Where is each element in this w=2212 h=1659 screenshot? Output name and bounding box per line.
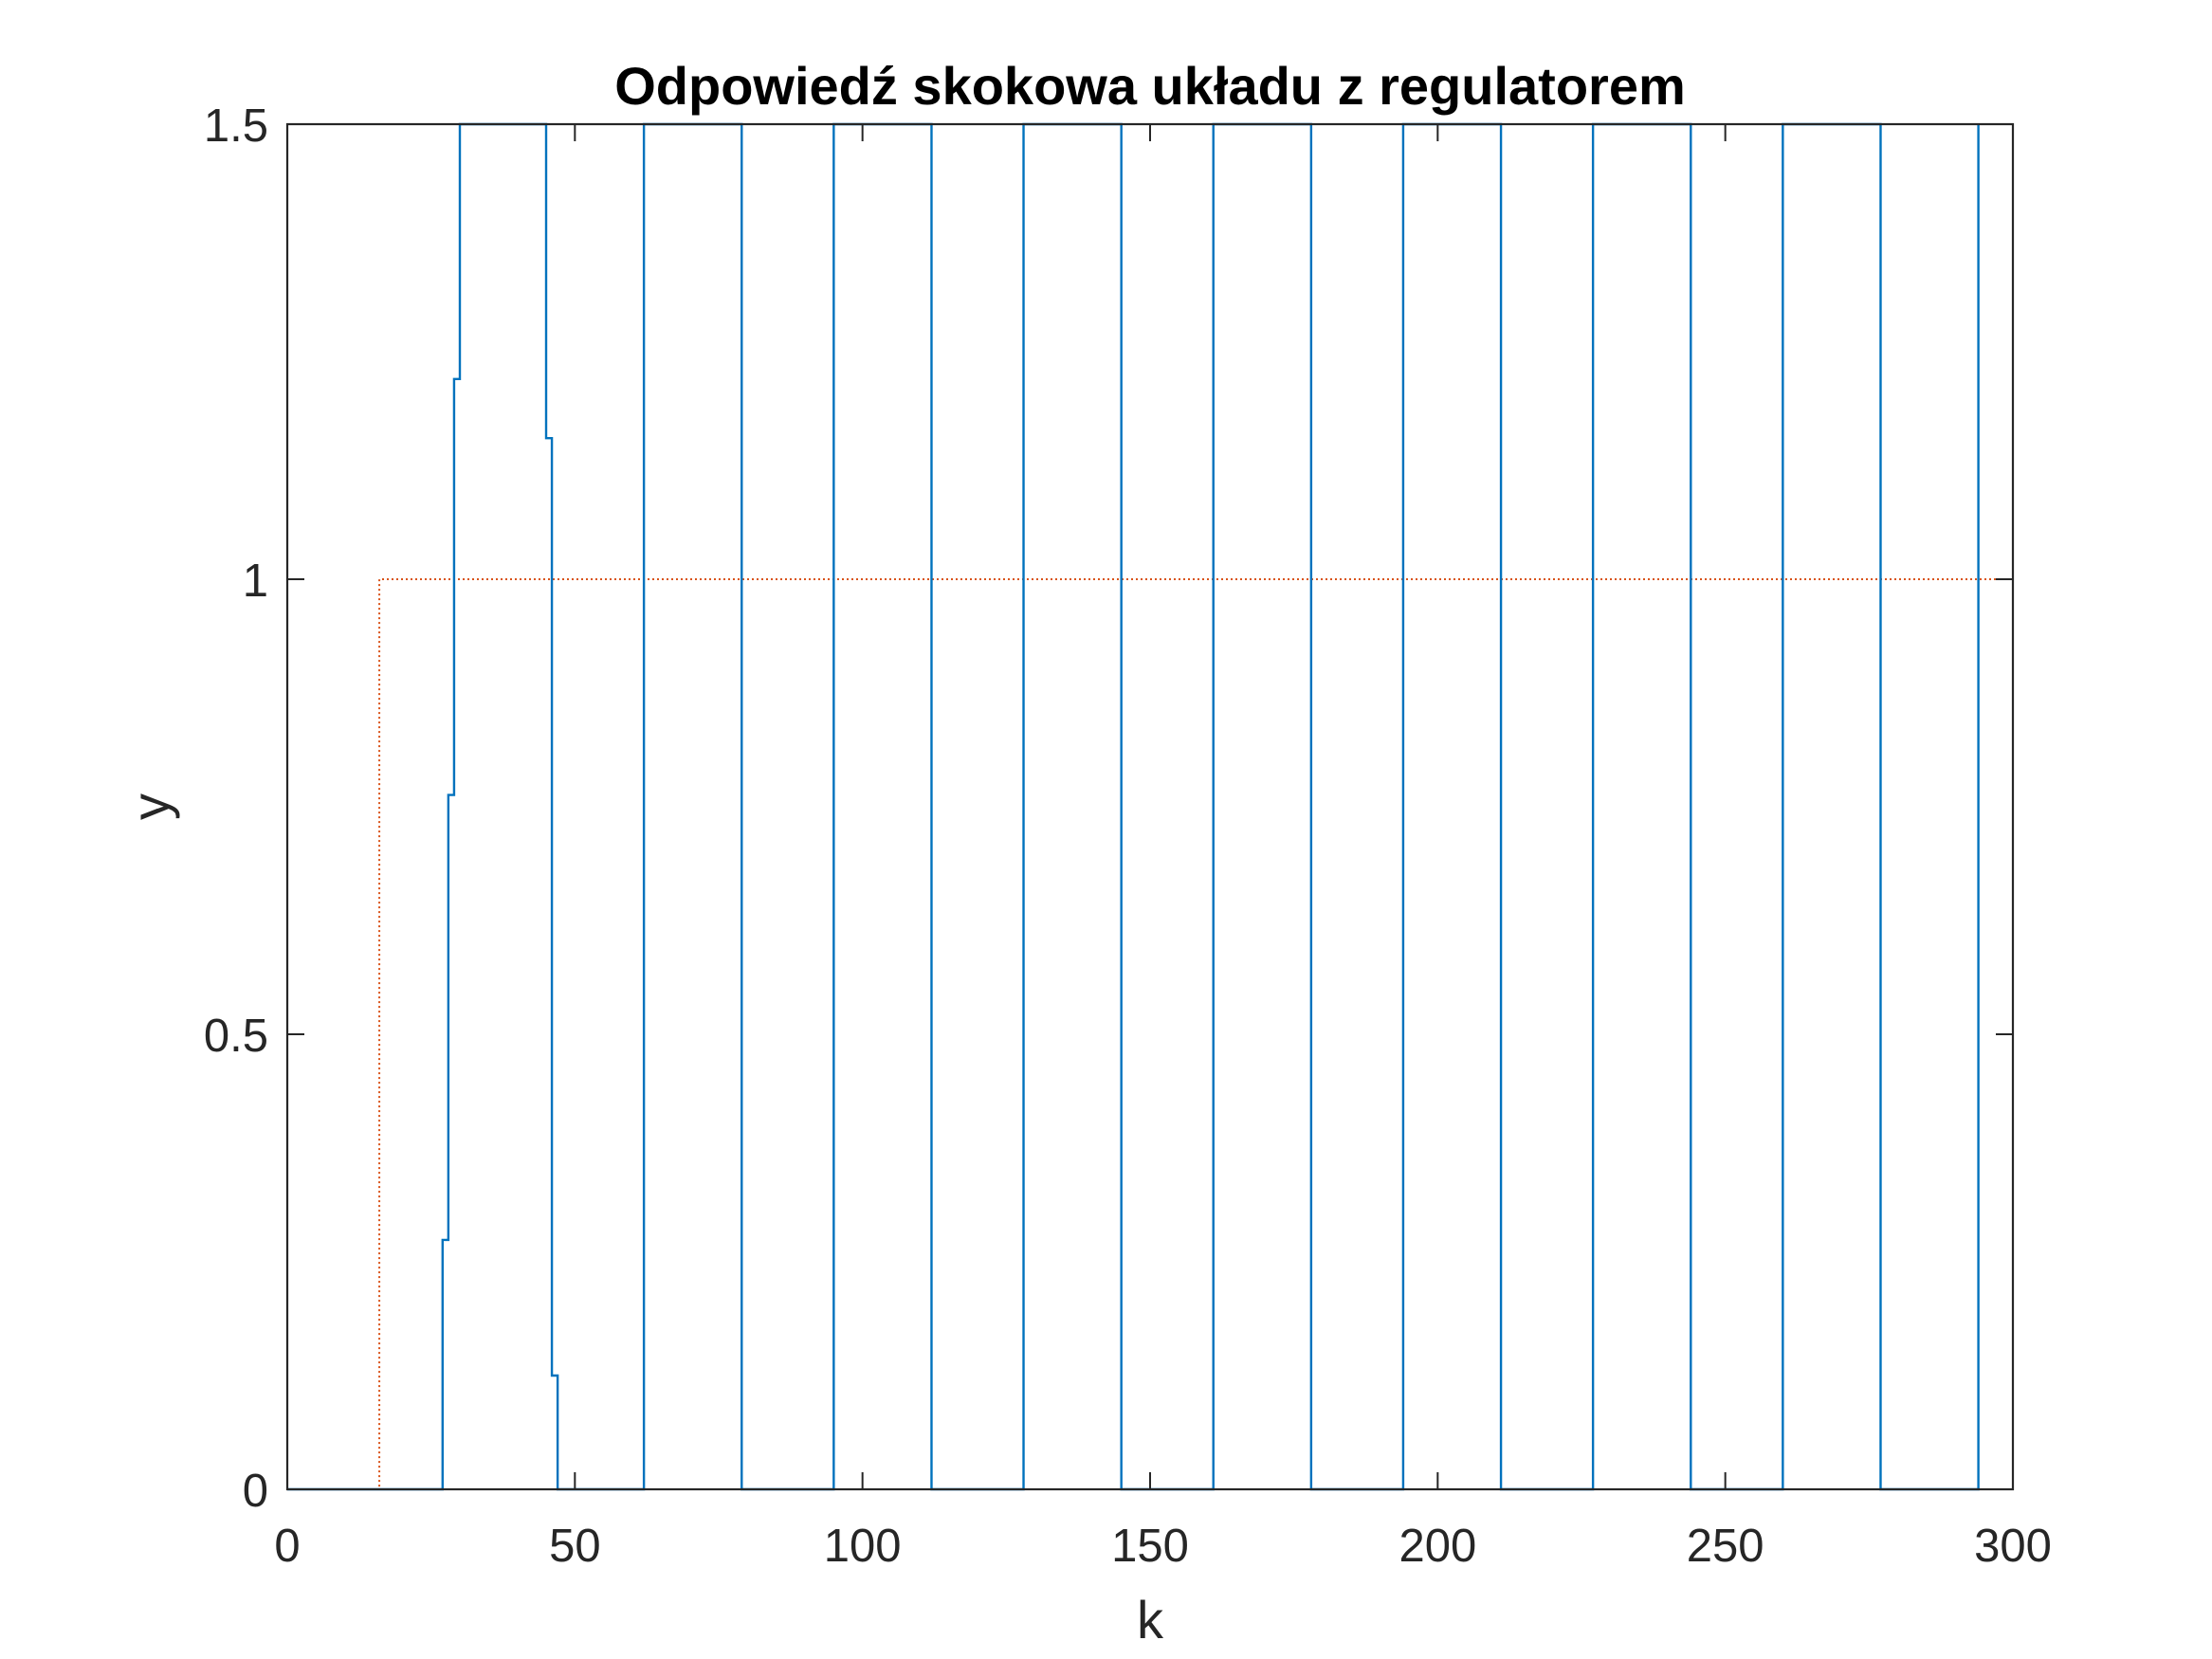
y-axis-label: y <box>120 793 180 820</box>
y-tick-label: 0 <box>243 1466 268 1517</box>
x-tick-label: 250 <box>1687 1521 1764 1572</box>
x-tick-label: 300 <box>1974 1521 2052 1572</box>
y-tick-label: 1.5 <box>204 100 268 152</box>
x-tick-label: 150 <box>1111 1521 1189 1572</box>
y-tick-label: 0.5 <box>204 1011 268 1062</box>
tick-marks <box>286 123 2014 1490</box>
x-tick-label: 0 <box>274 1521 300 1572</box>
x-tick-label: 100 <box>824 1521 902 1572</box>
x-axis-label: k <box>1137 1590 1164 1650</box>
y-tick-label: 1 <box>243 556 268 607</box>
chart-title: Odpowiedź skokowa układu z regulatorem <box>614 56 1686 116</box>
tick-labels: 0 50 100 150 200 250 300 0 0.5 1 1.5 <box>204 100 2052 1572</box>
plot-area-background <box>287 124 2013 1489</box>
x-tick-label: 200 <box>1398 1521 1476 1572</box>
x-tick-label: 50 <box>549 1521 601 1572</box>
